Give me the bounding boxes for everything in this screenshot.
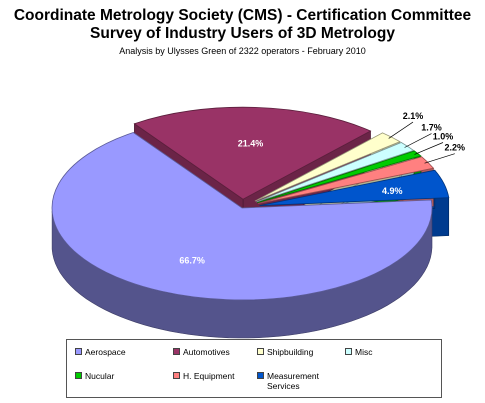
data-label-shipbuilding: 2.1% — [403, 111, 424, 121]
legend-swatch — [257, 372, 264, 379]
data-label-automotives: 21.4% — [238, 138, 264, 148]
slice-shipbuilding — [254, 132, 401, 202]
chart-title-line-1: Coordinate Metrology Society (CMS) - Cer… — [13, 7, 472, 24]
pie-chart: 66.7% 21.4% 2.1% 1.7%1.0%2.2% 4.9% — [51, 106, 466, 339]
legend-label: Nucular — [85, 371, 115, 381]
slice-aerospace — [51, 132, 433, 301]
data-label-measurement-services: 4.9% — [382, 186, 403, 196]
legend-label: H. Equipment — [183, 371, 235, 381]
legend-label: Measurement Services — [267, 371, 319, 391]
data-label-misc: 1.7% — [421, 123, 442, 133]
legend-label: Shipbuilding — [267, 347, 314, 357]
leader-line-shipbuilding — [388, 121, 414, 139]
legend-swatch — [173, 348, 180, 355]
leader-line-h-equipment — [424, 153, 455, 164]
legend-swatch — [345, 348, 352, 355]
data-label-aerospace: 66.7% — [179, 256, 205, 266]
legend-swatch — [257, 348, 264, 355]
chart-title-line-2: Survey of Industry Users of 3D Metrology — [90, 25, 395, 42]
slice-misc — [256, 142, 415, 203]
chart-legend: Aerospace Automotives Shipbuilding Misc Nucu… — [66, 339, 442, 398]
data-label-h-equipment: 2.2% — [445, 143, 466, 153]
legend-label: Automotives — [183, 347, 230, 357]
data-label-nucular: 1.0% — [433, 132, 454, 142]
chart-subtitle: Analysis by Ulysses Green of 2322 operat… — [119, 46, 366, 56]
slice-automotives — [133, 106, 372, 200]
legend-swatch — [75, 348, 82, 355]
leader-line-misc — [404, 133, 432, 148]
legend-label: Aerospace — [85, 347, 126, 357]
legend-swatch — [173, 372, 180, 379]
legend-swatch — [75, 372, 82, 379]
leader-line-nucular — [414, 142, 444, 155]
legend-label: Misc — [355, 347, 373, 357]
slice-measurement-services — [259, 169, 450, 207]
